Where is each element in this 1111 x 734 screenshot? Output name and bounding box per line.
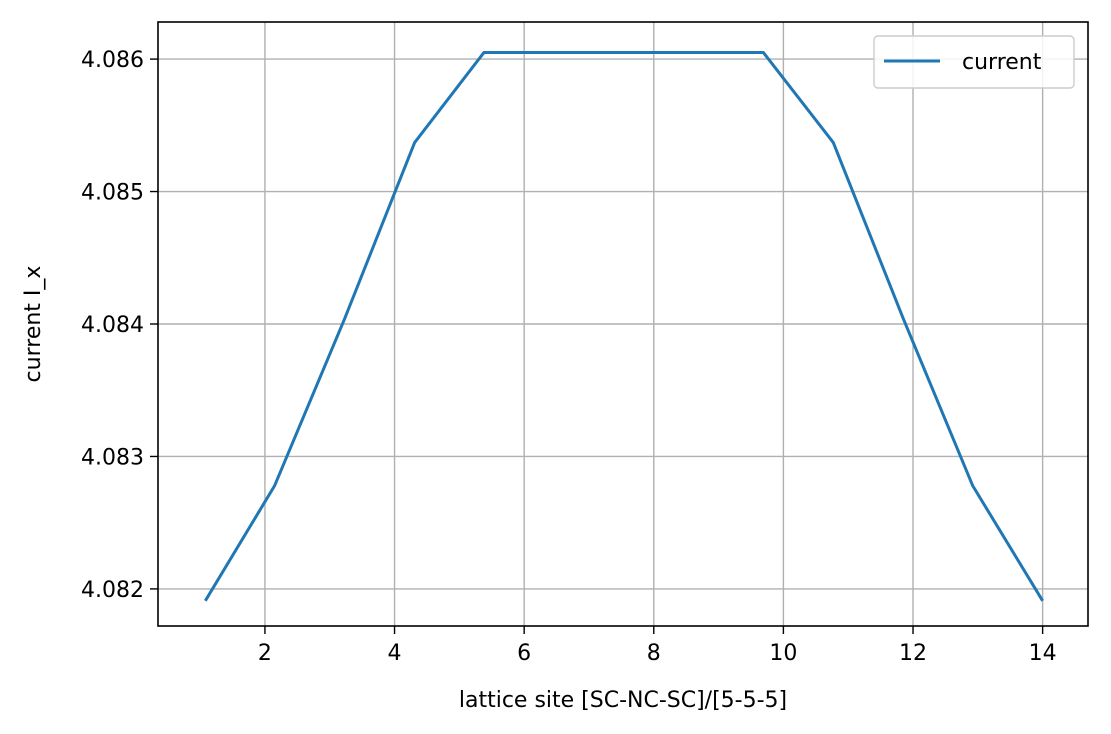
x-tick-label: 12 [899, 641, 927, 666]
y-tick-label: 4.085 [81, 181, 144, 206]
legend-box [873, 35, 1075, 89]
series-line-current [204, 50, 1044, 602]
x-tick-label: 14 [1029, 641, 1057, 666]
legend: current [873, 35, 1075, 89]
x-tick-label: 8 [647, 641, 661, 666]
x-tick-label: 6 [517, 641, 531, 666]
x-tick-label: 10 [769, 641, 797, 666]
y-tick-label: 4.083 [81, 445, 144, 470]
y-tick-label: 4.082 [81, 578, 144, 603]
series-layer [204, 50, 1044, 602]
y-tick-label: 4.084 [81, 313, 144, 338]
legend-label: current [962, 50, 1042, 75]
y-tick-label: 4.086 [81, 48, 144, 73]
x-axis: 2 4 6 8 10 12 14 [258, 626, 1057, 666]
y-axis-label: current I_x [21, 266, 46, 383]
x-axis-label: lattice site [SC-NC-SC]/[5-5-5] [459, 688, 787, 713]
x-tick-label: 2 [258, 641, 272, 666]
x-tick-label: 4 [388, 641, 402, 666]
y-axis: 4.082 4.083 4.084 4.085 4.086 [81, 48, 158, 603]
grid [158, 22, 1088, 626]
